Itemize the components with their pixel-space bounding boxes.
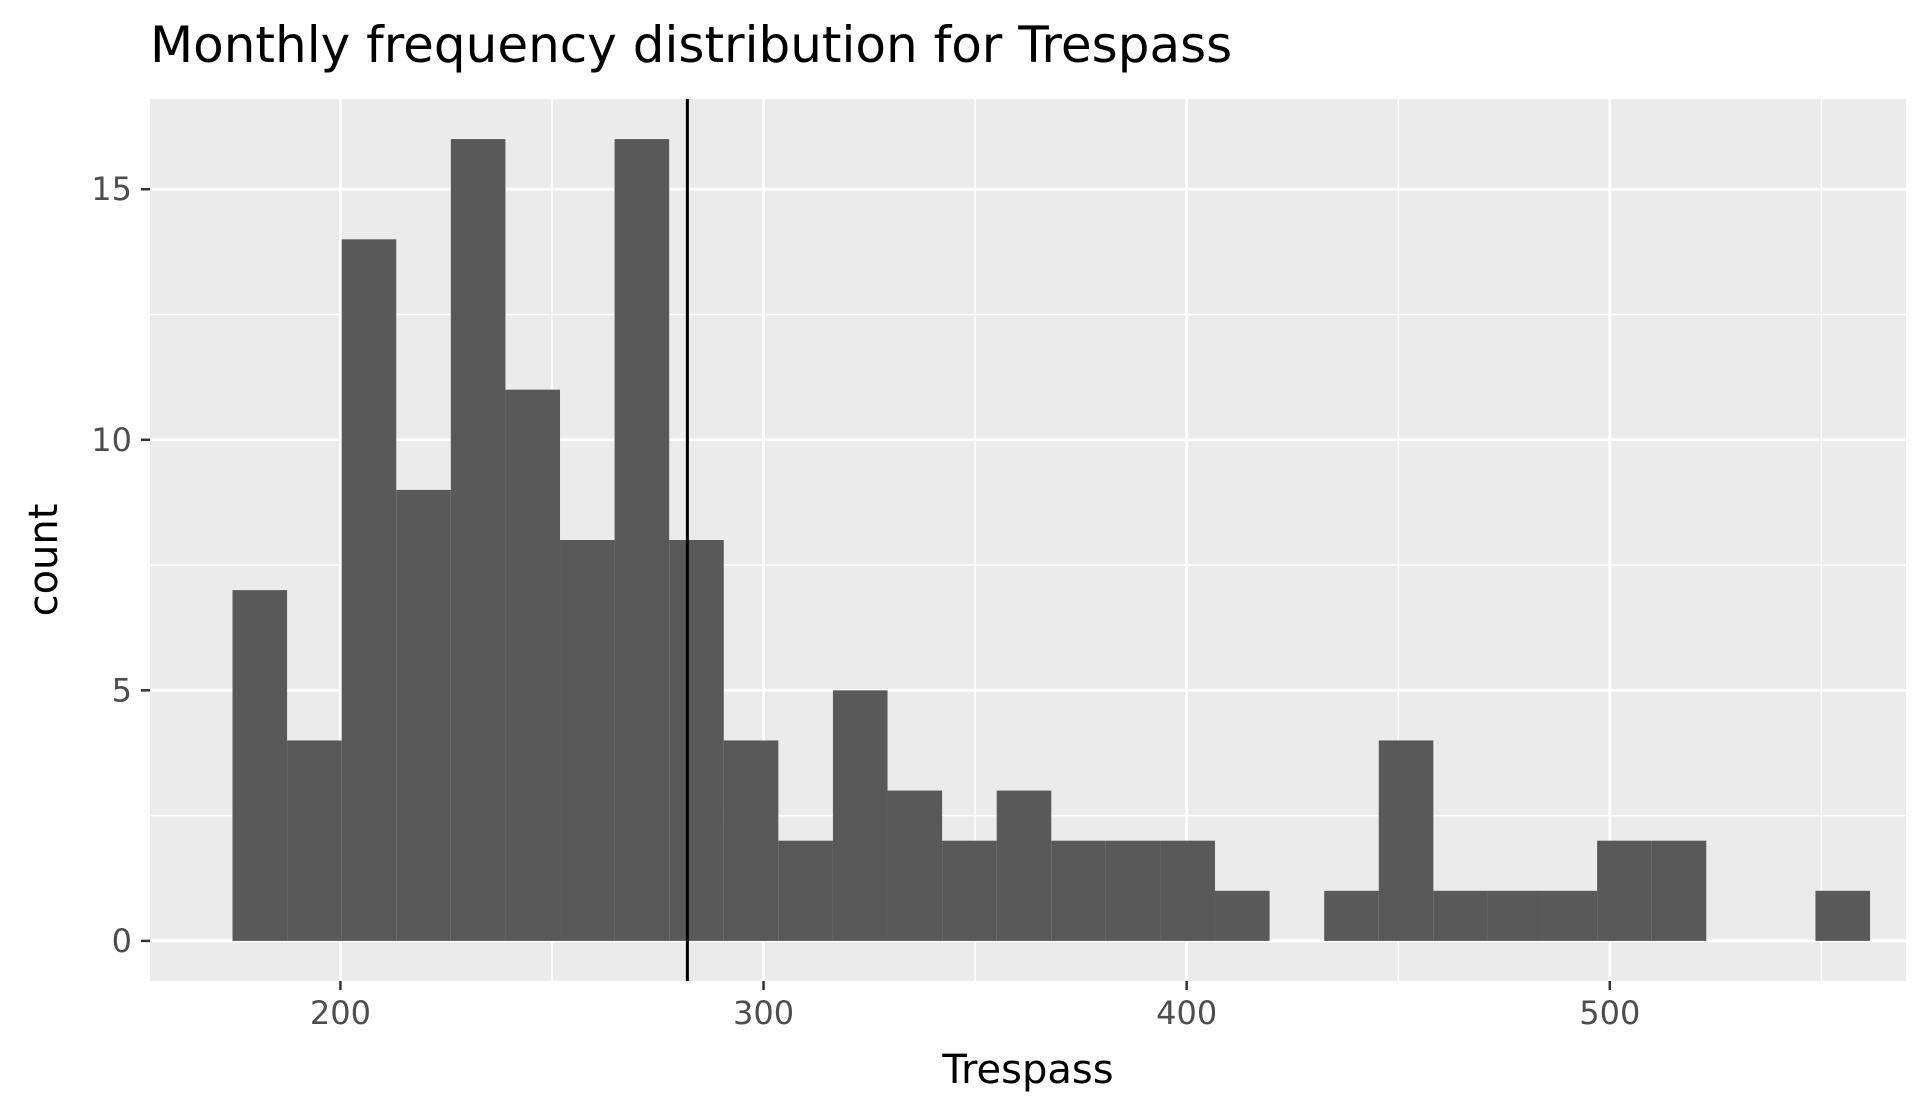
minor-gridlines [150,99,1906,981]
histogram-bar [560,540,615,941]
x-tick-label: 300 [733,994,794,1032]
histogram-bar [1215,890,1270,941]
x-tick-label: 400 [1156,994,1217,1032]
histogram-bar [723,740,779,941]
histogram-bar [887,790,943,941]
histogram-bar [396,489,451,941]
x-tick-label: 500 [1579,994,1640,1032]
histogram-bar [832,690,888,941]
y-tick-label: 15 [91,170,132,208]
histogram-bar [450,139,506,941]
histogram-bar [1487,890,1543,941]
y-tick-label: 5 [112,671,132,709]
histogram-bar [287,740,342,941]
y-tick-label: 0 [112,922,132,960]
histogram-bar [1324,890,1379,941]
histogram-bar [1378,740,1434,941]
x-axis: 200 300 400 500 [310,981,1640,1032]
histogram-bar [942,840,997,941]
histogram-bar [1105,840,1161,941]
x-axis-title: Trespass [941,1047,1113,1093]
x-tick-label: 200 [310,994,371,1032]
histogram-bar [1597,840,1652,941]
histogram-bar [505,389,561,941]
histogram-bars [232,139,1871,941]
histogram-bar [669,540,724,941]
histogram-bar [1542,890,1598,941]
histogram-bar [1160,840,1216,941]
y-tick-label: 10 [91,421,132,459]
histogram-bar [1651,840,1707,941]
histogram-bar [1815,890,1871,941]
histogram-bar [1051,840,1106,941]
histogram-bar [1433,890,1488,941]
histogram-bar [996,790,1052,941]
histogram-bar [614,139,670,941]
histogram-bar [778,840,833,941]
y-axis: 0 5 10 15 [91,170,150,960]
histogram-bar [341,239,397,941]
chart-title: Monthly frequency distribution for Tresp… [150,16,1232,74]
histogram-bar [232,590,288,941]
y-axis-title: count [21,504,67,617]
